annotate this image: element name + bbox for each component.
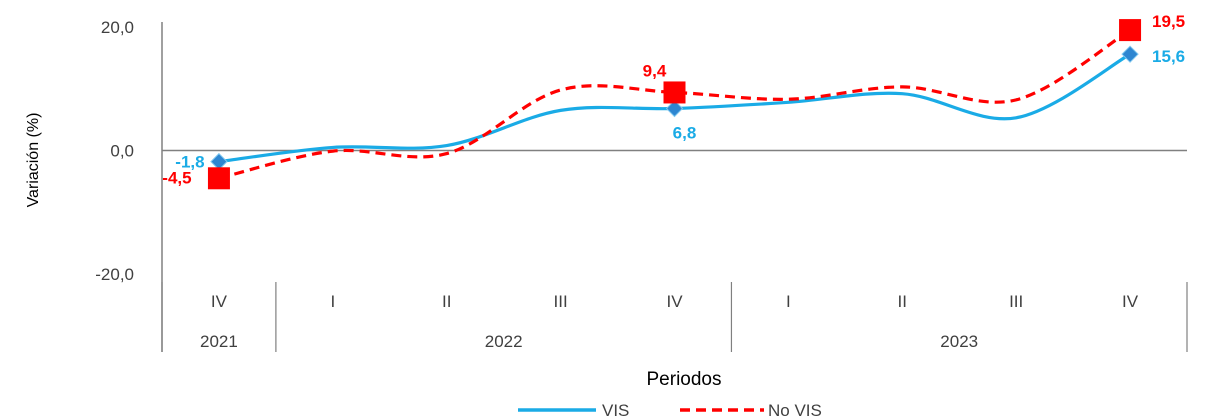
legend-label-vis: VIS [602,401,629,420]
y-tick-labels: 20,0 0,0 -20,0 [95,18,134,284]
vis-marker [665,99,684,118]
x-tick-label: II [898,292,907,311]
no-vis-marker [207,167,230,190]
year-label: 2021 [200,332,238,351]
no-vis-marker [1119,19,1142,42]
vis-marker [1121,45,1139,63]
year-label: 2023 [940,332,978,351]
vis-marker [210,152,228,171]
legend: VIS No VIS [518,401,822,420]
x-tick-label: IV [211,292,228,311]
x-tick-label: III [1009,292,1023,311]
y-tick-label: 0,0 [110,142,134,161]
data-label: 15,6 [1152,47,1185,66]
y-tick-label: 20,0 [101,18,134,37]
data-label: -1,8 [175,153,204,172]
x-tick-label: III [554,292,568,311]
y-axis-title: Variación (%) [25,113,42,208]
data-label: 9,4 [643,61,667,80]
no-vis-marker [663,81,686,104]
legend-label-no-vis: No VIS [768,401,822,420]
x-axis-title: Periodos [647,369,722,390]
data-label: -4,5 [162,168,191,187]
x-tick-label: IV [1122,292,1139,311]
x-tick-label: IV [666,292,683,311]
data-label: 19,5 [1152,12,1185,31]
x-tick-label: II [442,292,451,311]
data-label: 6,8 [673,124,697,143]
y-tick-label: -20,0 [95,265,134,284]
series-markers [207,19,1142,190]
x-tick-label: I [330,292,335,311]
year-label: 2022 [485,332,523,351]
x-tick-label: I [786,292,791,311]
data-labels: -1,8 6,8 15,6 -4,5 9,4 19,5 [162,12,1185,187]
